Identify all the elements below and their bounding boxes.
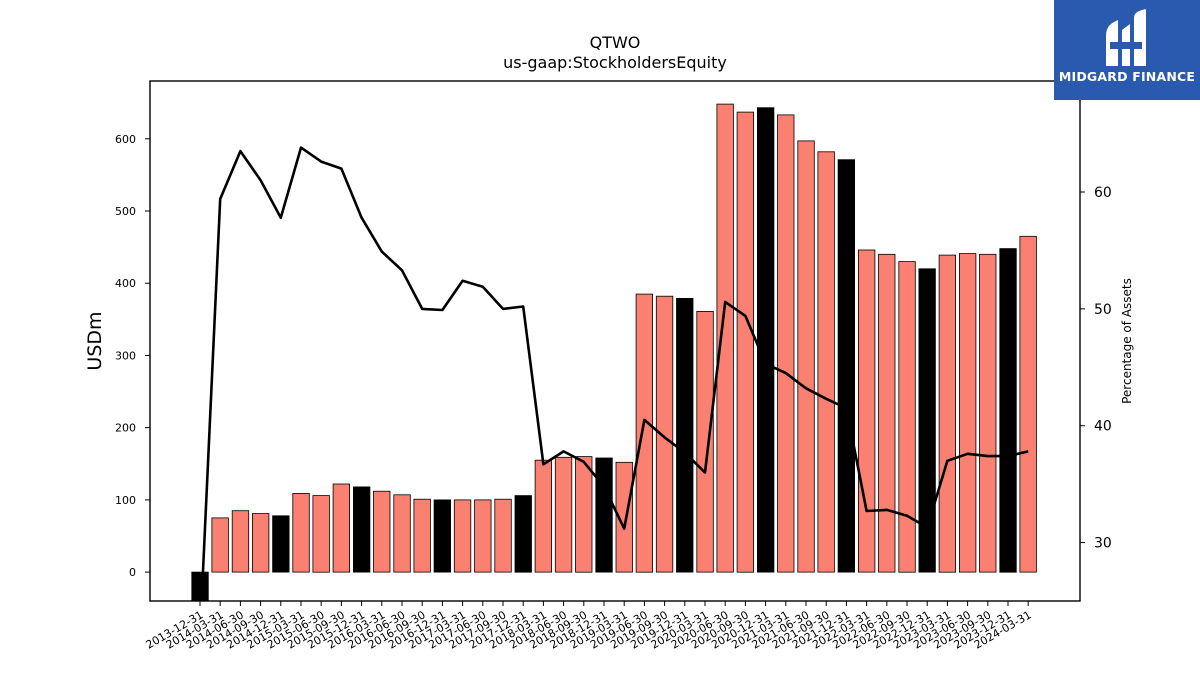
bar-2016-09-30 (413, 498, 431, 573)
bar-2021-12-31 (837, 159, 855, 573)
bar-2022-06-30 (878, 253, 896, 573)
bar-2018-03-31 (534, 459, 552, 573)
bar-2019-06-30 (635, 293, 653, 573)
bar-2015-03-31 (292, 492, 310, 573)
bar-2024-03-31 (1019, 235, 1037, 573)
bar-2014-03-31 (211, 517, 229, 573)
bar-2020-06-30 (716, 103, 734, 573)
bar-2022-12-31 (918, 268, 936, 573)
percentage-of-assets-line (200, 146, 1029, 601)
bar-2020-12-31 (757, 107, 775, 573)
x-axis-ticks: 2013-12-312014-03-312014-06-302014-09-30… (144, 601, 1034, 652)
bar-2017-09-30 (494, 498, 512, 573)
bar-2017-03-31 (453, 499, 472, 573)
bar-2018-06-30 (554, 456, 573, 573)
bar-2014-09-30 (251, 513, 270, 573)
bar-2014-12-31 (272, 515, 290, 573)
bar-2021-06-30 (797, 140, 815, 573)
bar-2020-03-31 (696, 310, 714, 573)
bar-2016-06-30 (393, 494, 411, 573)
y2-tick-label: 60 (1094, 185, 1112, 201)
y2-axis-label: Percentage of Assets (1120, 278, 1134, 404)
bar-2022-03-31 (858, 249, 876, 573)
midgard-logo-icon (1106, 9, 1146, 66)
bar-2015-06-30 (312, 495, 330, 573)
bar-2022-09-30 (898, 261, 916, 573)
line-layer (200, 146, 1029, 601)
bar-2015-12-31 (352, 486, 371, 573)
plot-area (149, 80, 1081, 602)
bar-2023-03-31 (938, 254, 956, 573)
y2-tick-label: 40 (1094, 419, 1112, 435)
bar-2021-03-31 (777, 114, 795, 573)
bar-2020-09-30 (736, 111, 754, 573)
y-tick-label: 0 (129, 566, 136, 579)
bar-2023-06-30 (959, 253, 977, 573)
bar-2016-12-31 (433, 499, 452, 573)
bar-2021-09-30 (817, 151, 835, 573)
bar-2014-06-30 (231, 510, 250, 573)
bar-2023-09-30 (979, 253, 997, 573)
y-tick-label: 200 (115, 422, 136, 435)
bar-2018-12-31 (595, 457, 613, 573)
y-tick-label: 400 (115, 277, 136, 290)
bar-2023-12-31 (999, 248, 1017, 573)
brand-logo: MIDGARD FINANCE (1054, 0, 1200, 100)
bar-2019-03-31 (615, 461, 633, 573)
y-axis-label: USDm (84, 311, 106, 370)
chart-subtitle: us-gaap:StockholdersEquity (503, 53, 727, 72)
bar-2019-12-31 (676, 297, 694, 573)
y-tick-label: 100 (115, 494, 136, 507)
y2-axis-ticks: 30 40 50 60 (1080, 185, 1112, 552)
y-tick-label: 300 (115, 349, 136, 362)
bar-2013-12-31 (191, 571, 209, 602)
bar-2019-09-30 (655, 295, 674, 573)
y2-tick-label: 50 (1094, 302, 1112, 318)
y-axis-ticks: 0 100 200 300 400 500 600 (115, 133, 150, 579)
y2-tick-label: 30 (1094, 536, 1112, 552)
bar-2017-12-31 (514, 495, 532, 573)
bar-2016-03-31 (373, 490, 391, 573)
brand-name: MIDGARD FINANCE (1058, 69, 1196, 84)
bar-2018-09-30 (575, 456, 593, 573)
bars-layer (191, 103, 1037, 602)
chart-title: QTWO (590, 33, 641, 52)
bar-2015-09-30 (332, 483, 351, 573)
y-tick-label: 600 (115, 133, 136, 146)
bar-2017-06-30 (474, 499, 492, 573)
y-tick-label: 500 (115, 205, 136, 218)
